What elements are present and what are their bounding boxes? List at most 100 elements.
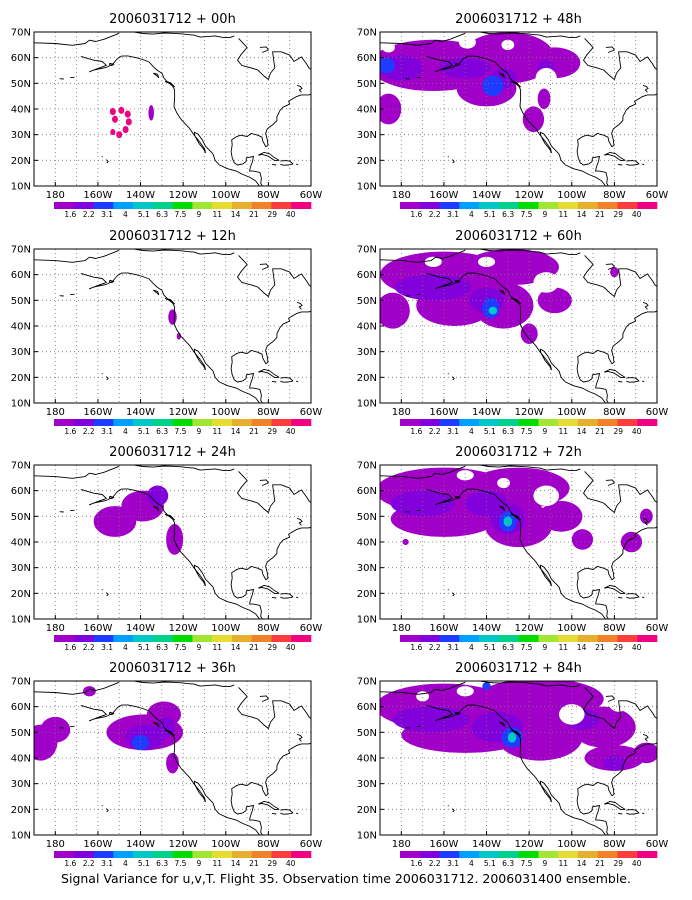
colorbar-label: 29: [614, 210, 624, 219]
lat-tick-label: 10N: [11, 831, 31, 842]
colorbar-label: 14: [577, 427, 587, 436]
coastline: [109, 62, 115, 67]
colorbar-label: 21: [595, 210, 605, 219]
coastline: [576, 577, 609, 619]
colorbar-label: 4: [469, 427, 474, 436]
colorbar-swatch: [479, 851, 500, 858]
colorbar-label: 14: [231, 643, 241, 652]
colorbar-label: 2.2: [83, 427, 95, 436]
coastline: [416, 725, 421, 728]
coastline: [604, 800, 626, 811]
variance-contour-fill: [507, 732, 517, 743]
variance-contour-fill: [176, 332, 182, 340]
lon-tick-label: 180: [46, 623, 65, 634]
coastline: [447, 373, 450, 375]
coastline: [642, 84, 649, 93]
lon-tick-label: 140W: [472, 407, 501, 418]
variance-contour-fill: [439, 57, 491, 79]
colorbar-label: 40: [632, 427, 642, 436]
colorbar-label: 21: [595, 427, 605, 436]
colorbar-swatch: [271, 202, 292, 209]
coastline: [626, 593, 640, 599]
colorbar-swatch: [113, 635, 134, 642]
lon-tick-label: 100W: [211, 839, 240, 850]
colorbar-swatch: [439, 851, 460, 858]
colorbar-swatch: [558, 419, 579, 426]
map-panel-48h: 2006031712 + 48h 70N 60N 50N 40N 30N 20N 10N 180…: [357, 12, 669, 219]
colorbar-swatch: [558, 202, 579, 209]
colorbar-swatch: [54, 202, 75, 209]
contour-gap: [424, 256, 442, 267]
colorbar-label: 11: [212, 643, 222, 652]
coastline: [583, 687, 657, 740]
lat-tick-label: 40N: [357, 538, 377, 549]
colorbar-swatch: [419, 419, 440, 426]
colorbar-label: 14: [231, 859, 241, 868]
coastline: [258, 368, 280, 379]
colorbar-label: 5.1: [138, 427, 150, 436]
colorbar-label: 14: [231, 210, 241, 219]
colorbar-label: 2.2: [83, 859, 95, 868]
colorbar-swatch: [93, 419, 114, 426]
colorbar-swatch: [231, 635, 252, 642]
colorbar-label: 2.2: [83, 210, 95, 219]
coastline: [271, 163, 277, 166]
colorbar-swatch: [479, 419, 500, 426]
lon-tick-label: 60W: [646, 839, 669, 850]
contour-gap: [558, 704, 585, 725]
colorbar-swatch: [172, 635, 193, 642]
variance-contour-fill: [522, 106, 545, 133]
colorbar-swatch: [231, 851, 252, 858]
colorbar-swatch: [113, 851, 134, 858]
lat-tick-label: 30N: [357, 563, 377, 574]
colorbar-swatch: [518, 419, 539, 426]
coastline: [109, 495, 115, 500]
colorbar-swatch: [152, 202, 173, 209]
contour-gap: [497, 477, 510, 489]
colorbar-label: 3.1: [447, 859, 459, 868]
coastline: [80, 55, 261, 186]
panel-frame: [33, 31, 312, 187]
colorbar-label: 3.1: [101, 427, 113, 436]
lat-tick-label: 30N: [357, 347, 377, 358]
colorbar-label: 7.5: [521, 859, 533, 868]
colorbar-label: 5.1: [484, 427, 496, 436]
coastline: [153, 72, 160, 79]
colorbar-label: 40: [286, 859, 296, 868]
colorbar-swatch: [637, 851, 658, 858]
colorbar-swatch: [597, 851, 618, 858]
colorbar-swatch: [637, 202, 658, 209]
colorbar-label: 14: [577, 210, 587, 219]
coastline: [230, 793, 263, 835]
colorbar-label: 6.3: [502, 210, 514, 219]
lon-tick-label: 80W: [257, 407, 280, 418]
variance-contour-fill: [392, 706, 470, 733]
colorbar-swatch: [518, 635, 539, 642]
lat-tick-label: 10N: [357, 615, 377, 626]
colorbar-label: 21: [595, 859, 605, 868]
lat-tick-label: 60N: [357, 53, 377, 64]
lat-tick-label: 70N: [357, 28, 377, 39]
coastline: [583, 38, 657, 91]
colorbar-label: 5.1: [484, 210, 496, 219]
variance-contour-fill: [482, 682, 491, 690]
lon-tick-label: 120W: [515, 623, 544, 634]
coastline: [642, 517, 649, 526]
coastline: [617, 596, 623, 599]
colorbar-label: 29: [268, 210, 278, 219]
colorbar-swatch: [231, 419, 252, 426]
lat-tick-label: 20N: [357, 589, 377, 600]
colorbar-swatch: [597, 635, 618, 642]
coastline: [280, 377, 294, 383]
coastline: [510, 80, 522, 88]
colorbar-swatch: [291, 635, 312, 642]
coastline: [295, 163, 299, 166]
panel-title: 2006031712 + 36h: [109, 661, 236, 676]
colorbar-swatch: [459, 635, 480, 642]
panel-title: 2006031712 + 00h: [109, 12, 236, 27]
lat-tick-label: 70N: [11, 677, 31, 688]
colorbar-label: 4: [123, 210, 128, 219]
colorbar-label: 2.2: [429, 210, 441, 219]
coastline: [447, 805, 450, 807]
colorbar-swatch: [558, 635, 579, 642]
